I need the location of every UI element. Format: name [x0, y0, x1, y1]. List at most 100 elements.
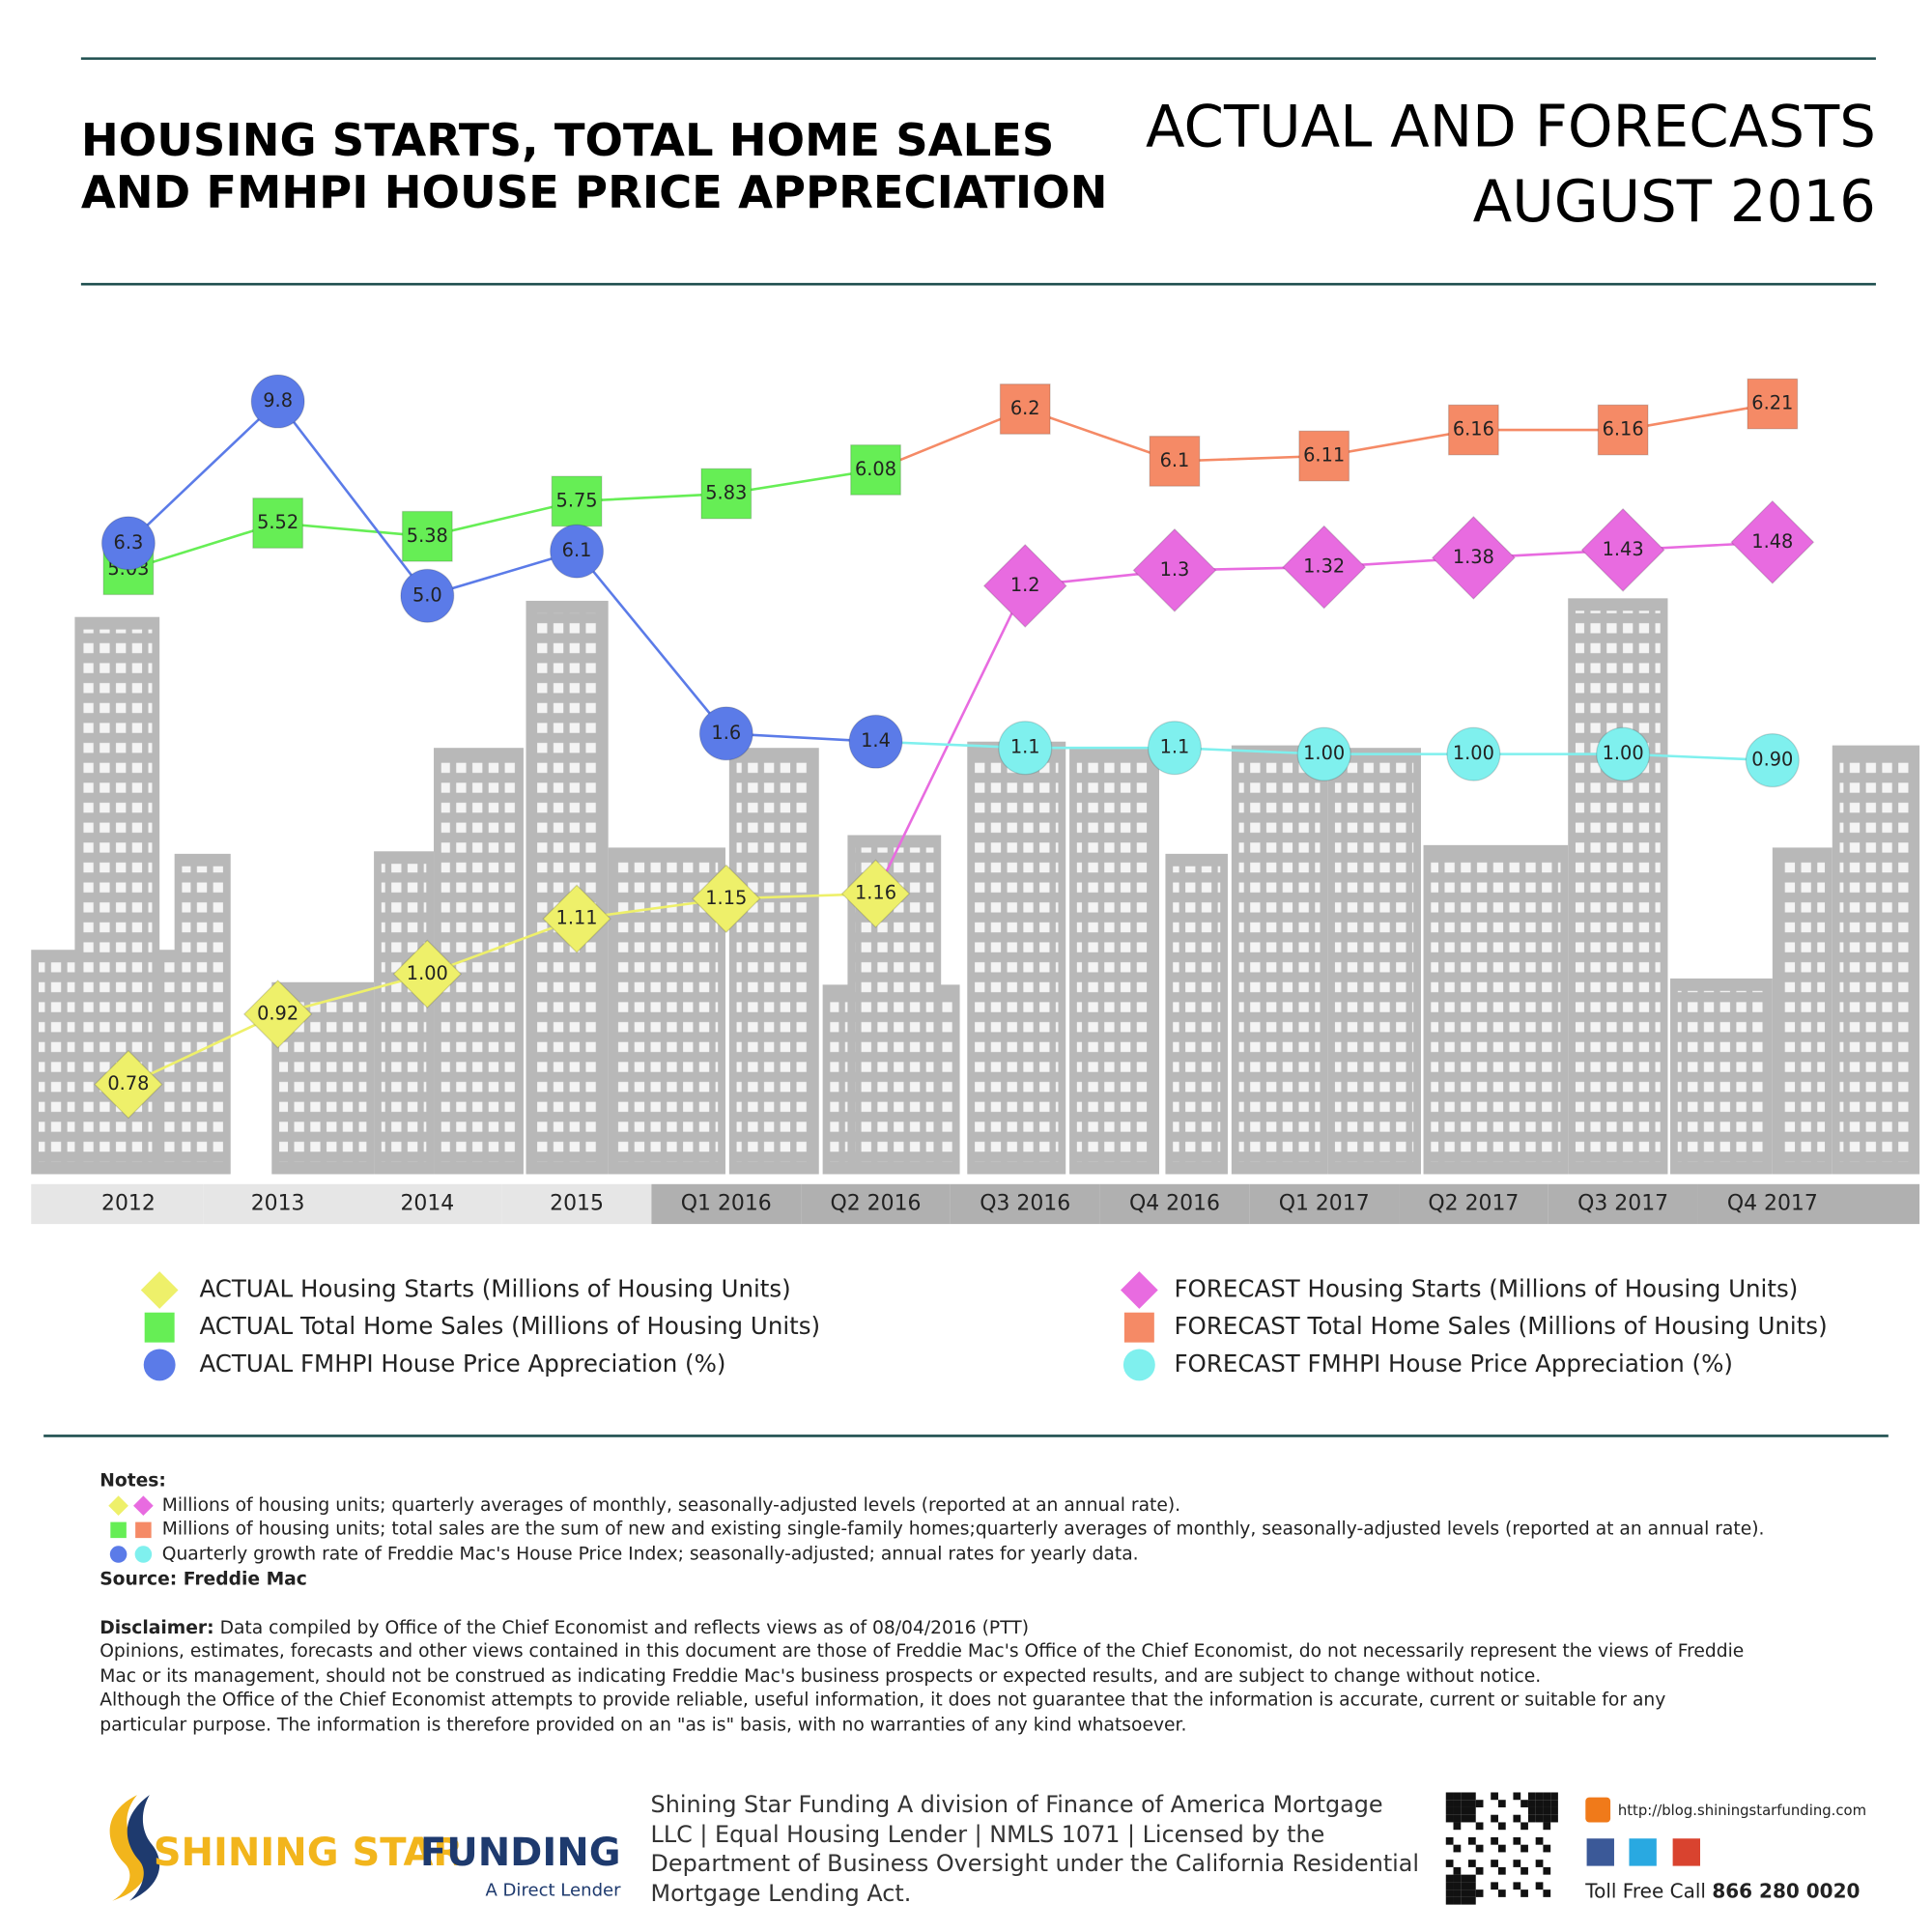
data-label: 0.90: [1751, 749, 1793, 771]
data-label: 1.2: [1010, 574, 1040, 596]
data-label: 6.21: [1751, 392, 1793, 414]
qr-cell: [1527, 1792, 1536, 1801]
legend-label: FORECAST Housing Starts (Millions of Hou…: [1174, 1274, 1798, 1302]
circle-marker: [250, 374, 305, 429]
building-windows: [1238, 757, 1321, 1162]
qr-cell: [1468, 1889, 1476, 1897]
data-label: 6.1: [1160, 449, 1190, 471]
qr-cell: [1453, 1800, 1462, 1807]
x-tick-label: Q1 2016: [681, 1191, 772, 1215]
qr-cell: [1468, 1860, 1476, 1867]
data-label: 6.16: [1453, 418, 1494, 440]
data-label: 6.3: [114, 531, 144, 554]
circle-marker: [134, 1546, 153, 1563]
qr-cell: [1468, 1800, 1476, 1807]
qr-cell: [1527, 1800, 1536, 1807]
diamond-marker: [1121, 1271, 1158, 1309]
qr-cell: [1497, 1844, 1506, 1853]
data-label: 1.00: [1603, 742, 1644, 764]
data-label: 1.43: [1603, 538, 1644, 560]
qr-cell: [1475, 1844, 1484, 1853]
circle-marker: [1745, 733, 1800, 788]
square-marker: [135, 1521, 152, 1539]
qr-cell: [1468, 1836, 1476, 1845]
title: AND FMHPI HOUSE PRICE APPRECIATION: [81, 166, 1108, 218]
diamond-marker: [1431, 515, 1516, 600]
building-windows: [533, 612, 601, 1162]
qr-cell: [1453, 1882, 1462, 1890]
qr-cell: [1513, 1836, 1521, 1845]
qr-cell: [1543, 1822, 1551, 1831]
building-windows: [1173, 866, 1221, 1162]
qr-cell: [1453, 1806, 1462, 1815]
qr-cell: [1535, 1882, 1544, 1890]
qr-cell: [1445, 1800, 1454, 1807]
qr-cell: [1445, 1896, 1454, 1905]
circle-marker: [1446, 726, 1501, 781]
circle-marker: [698, 706, 753, 761]
qr-cell: [1491, 1814, 1498, 1823]
qr-cell: [1453, 1896, 1462, 1905]
qr-cell: [1461, 1814, 1468, 1823]
qr-cell: [1475, 1822, 1484, 1831]
data-label: 1.1: [1160, 736, 1190, 758]
diamond-marker: [392, 939, 463, 1009]
qr-cell: [1491, 1860, 1498, 1867]
qr-cell: [1445, 1814, 1454, 1823]
note: Millions of housing units; quarterly ave…: [162, 1495, 1180, 1516]
data-label: 1.11: [556, 907, 598, 929]
x-tick-label: Q2 2017: [1428, 1191, 1519, 1215]
diamond-marker: [94, 1049, 163, 1120]
qr-cell: [1550, 1814, 1558, 1823]
qr-cell: [1461, 1806, 1468, 1815]
diamond-marker: [1580, 507, 1665, 592]
qr-cell: [1468, 1806, 1476, 1815]
toll-number: 866 280 0020: [1712, 1879, 1860, 1902]
diamond-marker: [982, 543, 1067, 628]
data-label: 5.75: [556, 489, 598, 511]
data-label: 1.38: [1453, 546, 1494, 568]
diamond-marker: [542, 884, 611, 953]
qr-cell: [1543, 1814, 1551, 1823]
square-marker: [1747, 378, 1799, 430]
category-band: [651, 1183, 802, 1225]
data-label: 9.8: [263, 389, 293, 412]
footer-text: Department of Business Oversight under t…: [651, 1850, 1420, 1877]
data-label: 1.6: [711, 722, 741, 744]
qr-cell: [1475, 1800, 1484, 1807]
x-tick-label: 2012: [101, 1191, 156, 1215]
qr-code: [1445, 1792, 1558, 1905]
category-band: [352, 1183, 502, 1225]
qr-cell: [1550, 1806, 1558, 1815]
circle-marker: [400, 568, 455, 623]
qr-cell: [1475, 1889, 1484, 1897]
building-windows: [1575, 611, 1661, 1162]
legend-label: FORECAST Total Home Sales (Millions of H…: [1174, 1312, 1827, 1340]
notes-heading: Notes:: [99, 1470, 166, 1491]
qr-cell: [1461, 1882, 1468, 1890]
x-tick-label: Q2 2016: [831, 1191, 922, 1215]
diamond-marker: [133, 1495, 154, 1517]
subtitle: ACTUAL AND FORECASTS: [1146, 94, 1876, 160]
data-label: 1.4: [861, 729, 891, 752]
qr-cell: [1535, 1814, 1544, 1823]
qr-cell: [1543, 1844, 1551, 1853]
facebook-icon: [1586, 1838, 1614, 1866]
toll-free: Toll Free Call 866 280 0020: [1584, 1879, 1860, 1902]
category-band: [31, 1183, 204, 1225]
diamond-marker: [1282, 525, 1367, 610]
qr-cell: [1513, 1860, 1521, 1867]
connector-line: [874, 584, 1027, 895]
logo: SHINING STAR FUNDING A Direct Lender: [109, 1795, 621, 1901]
twitter-icon: [1629, 1838, 1657, 1866]
building-windows: [1677, 990, 1766, 1162]
disclaimer: particular purpose. The information is t…: [99, 1715, 1186, 1735]
tagline: A Direct Lender: [485, 1880, 621, 1900]
x-tick-label: 2014: [400, 1191, 454, 1215]
diamond-marker: [242, 980, 313, 1049]
footer-text: Shining Star Funding A division of Finan…: [651, 1791, 1383, 1818]
qr-cell: [1468, 1874, 1476, 1883]
circle-marker: [998, 721, 1053, 776]
diamond-marker: [840, 859, 911, 928]
